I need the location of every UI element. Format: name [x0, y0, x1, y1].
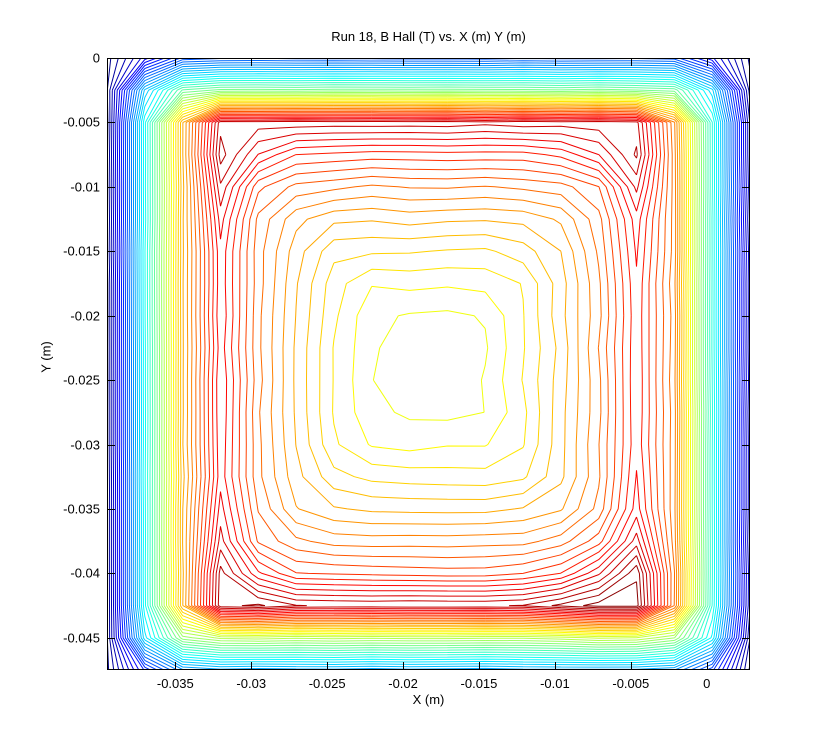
y-tick-label: -0.02 [70, 308, 100, 324]
contour-line [126, 58, 735, 670]
contour-line [114, 58, 747, 670]
contour-line [179, 103, 684, 630]
contour-line [188, 107, 678, 625]
contour-line [172, 99, 690, 635]
x-axis-label: X (m) [412, 692, 445, 707]
contour-line [208, 118, 656, 615]
contour-line [163, 93, 699, 641]
contour-line [128, 60, 732, 670]
contour-line [118, 58, 743, 670]
y-tick-label: -0.015 [63, 243, 100, 259]
contour-line [108, 58, 750, 670]
contour-line [130, 62, 730, 670]
x-tick-label: 0 [703, 676, 711, 691]
contour-line [217, 136, 646, 610]
contour-line [151, 84, 709, 653]
contour-line [138, 71, 722, 666]
contour-line [175, 100, 688, 633]
contour-line [134, 66, 726, 670]
plot-title: Run 18, B Hall (T) vs. X (m) Y (m) [331, 29, 526, 44]
contour-line [149, 82, 711, 655]
contour-line [140, 73, 720, 664]
contour-line [206, 116, 659, 616]
y-tick-label: -0.04 [70, 565, 100, 581]
contour-line [142, 75, 718, 661]
x-tick-label: -0.02 [388, 676, 418, 691]
contour-line [122, 58, 739, 670]
x-tick-label: -0.015 [460, 676, 498, 691]
x-tick-label: -0.035 [156, 676, 194, 691]
contour-plot [107, 58, 750, 670]
y-tick-label: -0.005 [63, 114, 100, 130]
x-tick-label: -0.025 [308, 676, 346, 691]
y-axis-label: Y (m) [38, 341, 54, 373]
contour-line [154, 86, 707, 650]
contour-line [170, 97, 692, 636]
contour-line [177, 102, 686, 631]
contour-line [144, 77, 716, 659]
contour-line [200, 113, 665, 619]
contour-line [182, 105, 682, 628]
contour-line [194, 110, 672, 622]
contour-line [165, 94, 697, 639]
x-tick-label: -0.005 [612, 676, 650, 691]
y-tick-label: -0.025 [63, 372, 100, 388]
contour-line [197, 112, 669, 621]
x-tick-label: -0.03 [236, 676, 267, 691]
contour-line [112, 58, 749, 670]
contour-line [583, 581, 639, 607]
contour-line [120, 58, 741, 670]
contour-line [191, 109, 675, 624]
contour-line [132, 64, 728, 670]
contour-line [241, 564, 642, 609]
contour-line [124, 58, 737, 670]
contour-line [161, 91, 701, 644]
contour-line [136, 68, 724, 668]
contour-line [156, 88, 705, 648]
y-tick-label: -0.035 [63, 501, 100, 517]
contour-line [203, 115, 662, 618]
contour-line [168, 96, 694, 638]
y-tick-label: 0 [92, 50, 100, 66]
contour-line [214, 120, 649, 612]
contour-line [116, 58, 745, 670]
x-tick-label: -0.01 [540, 676, 570, 691]
contour-line [158, 90, 703, 646]
contour-line [185, 106, 680, 627]
contour-line [211, 119, 652, 613]
contour-line [146, 79, 713, 657]
axes-box [107, 58, 750, 670]
contour-line-group [107, 58, 750, 670]
y-tick-label: -0.03 [70, 437, 100, 453]
y-tick-label: -0.045 [63, 630, 100, 646]
y-tick-label: -0.01 [70, 179, 100, 195]
